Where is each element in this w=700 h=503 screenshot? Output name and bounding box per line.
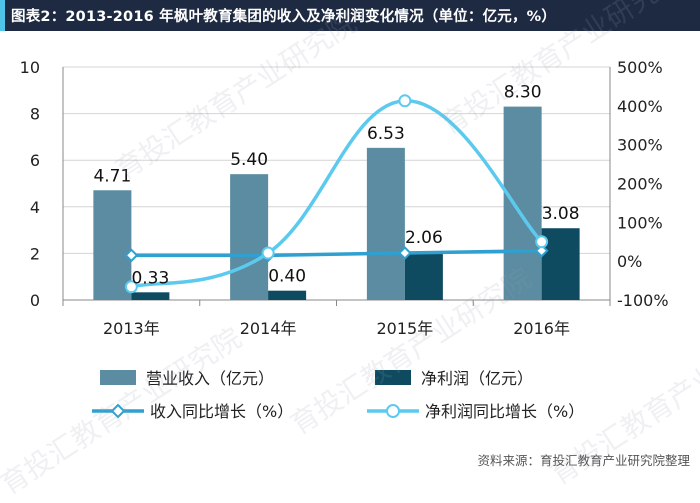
legend: 营业收入（亿元） 净利润（亿元） 收入同比增长（%） 净利润同比增长（%）: [92, 369, 584, 421]
legend-swatch-profit: [375, 370, 411, 385]
y-left-tick-label: 10: [20, 58, 40, 77]
legend-swatch-revenue: [100, 370, 136, 385]
source-note: 资料来源：育投汇教育产业研究院整理: [477, 453, 690, 468]
x-tick-label: 2014年: [240, 319, 297, 338]
legend-marker-profit-growth: [386, 404, 400, 418]
bar-series-revenue: [93, 106, 542, 300]
y-right-tick-label: 400%: [617, 97, 663, 116]
revenue-growth-marker: [534, 243, 549, 258]
title-bar: 图表2：2013-2016 年枫叶教育集团的收入及净利润变化情况（单位：亿元，%…: [0, 0, 700, 31]
chart-title: 图表2：2013-2016 年枫叶教育集团的收入及净利润变化情况（单位：亿元，%…: [11, 9, 557, 25]
bar: [366, 147, 405, 300]
bar: [268, 290, 307, 300]
bar-data-label: 0.40: [268, 267, 306, 287]
x-tick-label: 2016年: [513, 319, 570, 338]
y-right-tick-label: 100%: [617, 213, 663, 232]
profit-growth-marker: [535, 235, 549, 249]
y-right-tick-label: 0%: [617, 252, 642, 271]
legend-marker-revenue-growth: [110, 403, 126, 419]
legend-label-profit-growth: 净利润同比增长（%）: [425, 402, 584, 421]
y-right-tick-label: 200%: [617, 175, 663, 194]
bar-data-label: 3.08: [542, 204, 580, 224]
y-left-tick-label: 0: [30, 291, 40, 310]
y-left-tick-label: 8: [30, 105, 40, 124]
bar-data-label: 2.06: [405, 228, 443, 248]
bar: [404, 252, 443, 300]
bar-data-label: 8.30: [504, 83, 542, 103]
bar: [541, 228, 580, 300]
y-right-tick-label: 300%: [617, 136, 663, 155]
y-left-tick-label: 4: [30, 198, 40, 217]
profit-growth-marker: [261, 246, 275, 260]
chart: 0 2 4 6 8 10 -100% 0% 100% 200% 300% 400% 500% 2013年 2…: [20, 58, 669, 421]
revenue-growth-line: [131, 248, 542, 258]
bar: [230, 174, 269, 300]
revenue-growth-marker: [397, 246, 412, 260]
legend-label-revenue: 营业收入（亿元）: [146, 369, 274, 388]
profit-growth-marker: [124, 280, 138, 294]
x-tick-label: 2015年: [377, 319, 434, 338]
revenue-growth-marker: [124, 248, 139, 263]
y-left-tick-label: 6: [30, 151, 40, 170]
legend-label-revenue-growth: 收入同比增长（%）: [150, 402, 293, 421]
bar-data-label: 6.53: [367, 124, 405, 144]
bar-data-label: 0.33: [131, 268, 169, 288]
y-right-tick-label: 500%: [617, 58, 663, 77]
legend-label-profit: 净利润（亿元）: [421, 369, 533, 388]
bar-data-label: 5.40: [230, 150, 268, 170]
bar: [503, 106, 542, 300]
bar-series-profit: [131, 228, 580, 300]
x-tick-label: 2013年: [103, 319, 160, 338]
bar: [93, 190, 132, 300]
profit-growth-line: [130, 99, 543, 289]
y-right-tick-label: -100%: [617, 291, 669, 310]
profit-growth-marker: [398, 94, 412, 108]
bar-data-label: 4.71: [93, 166, 131, 186]
bar: [131, 292, 170, 300]
y-left-tick-label: 2: [30, 244, 40, 263]
